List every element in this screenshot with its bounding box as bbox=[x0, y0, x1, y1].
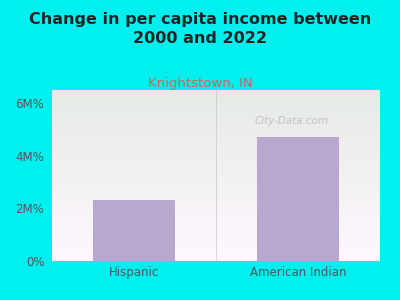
Text: Knightstown, IN: Knightstown, IN bbox=[148, 76, 252, 89]
Bar bbox=[257, 137, 339, 261]
Text: Change in per capita income between
2000 and 2022: Change in per capita income between 2000… bbox=[29, 12, 371, 46]
Text: City-Data.com: City-Data.com bbox=[254, 116, 328, 126]
Bar bbox=[93, 200, 175, 261]
